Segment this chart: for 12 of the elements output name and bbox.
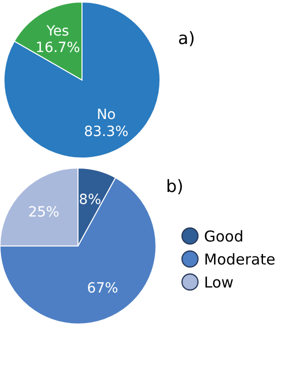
legend-label: Good bbox=[204, 228, 244, 246]
data-label: 8% bbox=[78, 192, 102, 208]
data-label: 25% bbox=[28, 204, 60, 221]
data-label: 83.3% bbox=[84, 124, 128, 140]
slice-label: Yes bbox=[45, 23, 70, 40]
legend-label: Low bbox=[204, 274, 234, 292]
data-label: 67% bbox=[87, 280, 118, 297]
text: b) bbox=[166, 177, 184, 197]
data-label: 16.7% bbox=[36, 40, 80, 56]
legend-label: Moderate bbox=[204, 250, 276, 268]
text: a) bbox=[178, 29, 196, 49]
slice-label: No bbox=[96, 107, 116, 124]
